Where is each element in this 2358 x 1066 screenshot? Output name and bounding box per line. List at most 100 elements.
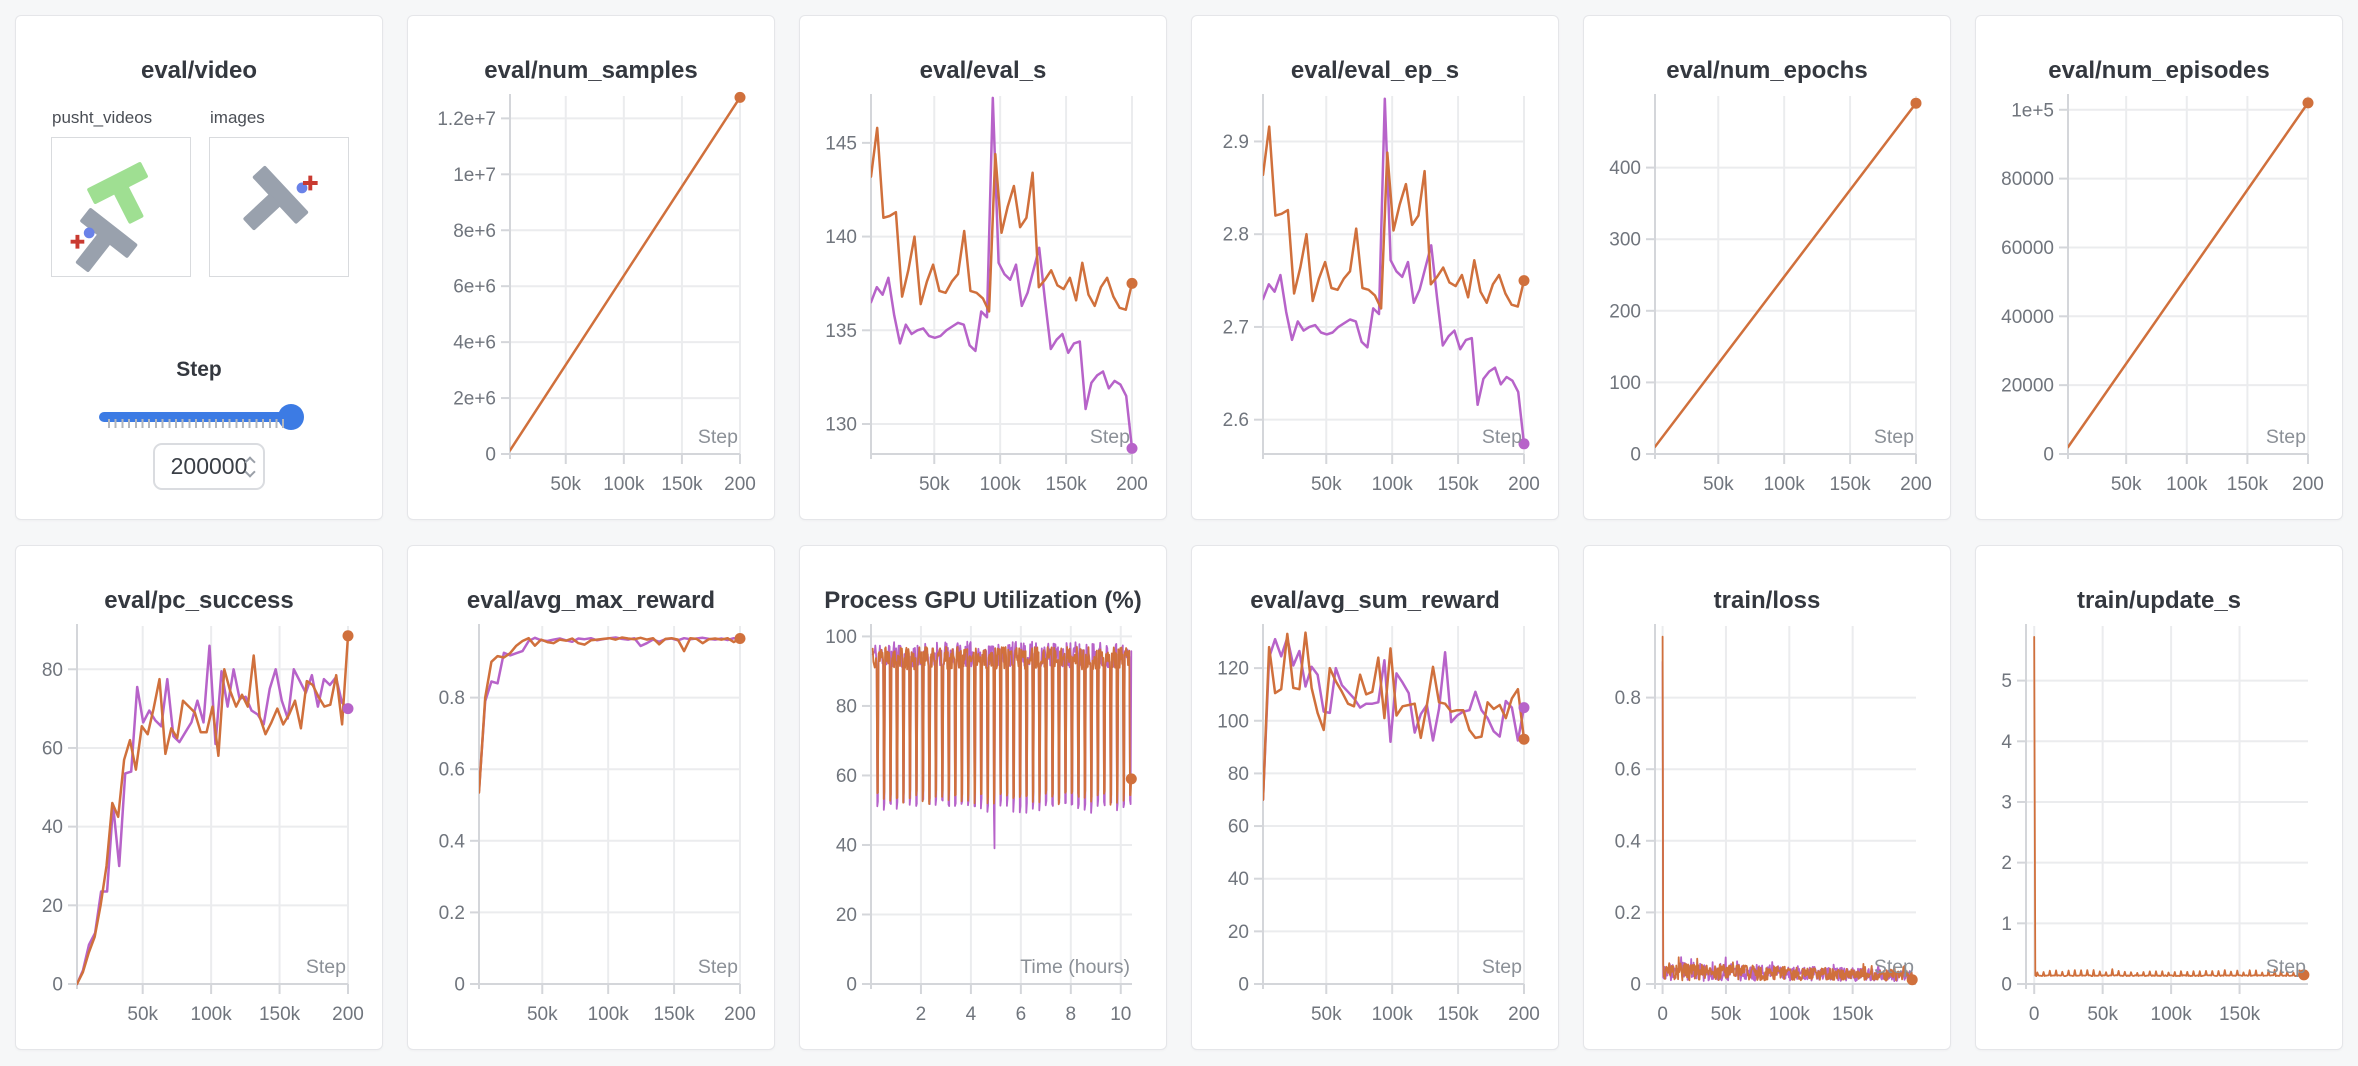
panel-train-update-s[interactable]: train/update_s 0 1 2 3 4 5 0 50k 100k 150k Step (1975, 545, 2343, 1050)
svg-text:0: 0 (2001, 975, 2012, 996)
svg-text:3: 3 (2001, 792, 2012, 813)
tick-labels: 0 20 40 60 80 100 120 50k 100k 150k 200 (1217, 659, 1540, 1025)
panel-eval-pc-success[interactable]: eval/pc_success 0 20 40 60 80 50k 100k 150k 200 St… (15, 545, 383, 1050)
svg-text:0: 0 (454, 975, 465, 996)
x-axis-label: Step (1482, 426, 1522, 448)
series-layer (1263, 631, 1526, 801)
svg-text:200: 200 (332, 1004, 364, 1025)
gridlines (871, 96, 1133, 454)
svg-text:100k: 100k (1769, 1004, 1811, 1025)
panel-eval-eval-ep-s[interactable]: eval/eval_ep_s 2.6 2.7 2.8 2.9 50k 100k 150k 200… (1191, 15, 1559, 520)
svg-text:50k: 50k (1311, 474, 1342, 495)
chart-eval-num-epochs[interactable]: 0 100 200 300 400 50k 100k 150k 200 Step (1584, 90, 1952, 510)
chart-title: eval/eval_ep_s (1290, 57, 1460, 84)
series-end-dot-orange (1518, 733, 1530, 745)
x-axis-label: Step (1090, 426, 1130, 448)
slider-track[interactable] (99, 412, 301, 422)
block-t-shape (75, 208, 138, 272)
svg-text:40000: 40000 (2001, 307, 2054, 328)
svg-text:150k: 150k (2227, 474, 2269, 495)
chart-process-gpu-utilization[interactable]: 0 20 40 60 80 100 2 4 6 8 10 Time (hours) (800, 620, 1168, 1040)
series-layer (479, 636, 742, 794)
svg-text:0: 0 (1630, 975, 1641, 996)
svg-text:100k: 100k (588, 1004, 630, 1025)
panel-process-gpu-utilization[interactable]: Process GPU Utilization (%) 0 20 40 60 80 100 2… (799, 545, 1167, 1050)
tick-labels: 0 20000 40000 60000 80000 1e+5 50k 100k 150k 200 (2001, 100, 2324, 495)
svg-text:0.2: 0.2 (1615, 903, 1641, 924)
chart-eval-avg-sum-reward[interactable]: 0 20 40 60 80 100 120 50k 100k 150k 200 Step (1192, 620, 1560, 1040)
svg-text:100k: 100k (1372, 1004, 1414, 1025)
svg-text:20: 20 (836, 905, 857, 926)
svg-text:80000: 80000 (2001, 169, 2054, 190)
panel-eval-video[interactable]: eval/video pusht_videos (15, 15, 383, 520)
svg-text:40: 40 (42, 817, 63, 838)
chart-train-loss[interactable]: 0 0.2 0.4 0.6 0.8 0 50k 100k 150k Step (1584, 620, 1952, 1040)
svg-text:0.4: 0.4 (439, 831, 466, 852)
series-line-orange (1263, 631, 1526, 801)
svg-text:0: 0 (1657, 1004, 1668, 1025)
step-input[interactable]: 200000 (153, 443, 265, 490)
svg-text:0.8: 0.8 (439, 688, 465, 709)
svg-text:8e+6: 8e+6 (453, 221, 496, 242)
video-thumbnail[interactable] (51, 137, 191, 277)
svg-text:5: 5 (2001, 671, 2012, 692)
step-slider-label: Step (176, 358, 222, 381)
panel-eval-eval-s[interactable]: eval/eval_s 130 135 140 145 50k 100k 150k 200 Ste… (799, 15, 1167, 520)
svg-text:120: 120 (1217, 659, 1249, 680)
chart-eval-eval-s[interactable]: 130 135 140 145 50k 100k 150k 200 Step (800, 90, 1168, 510)
chart-title: eval/num_samples (484, 57, 698, 84)
gridlines (479, 626, 741, 985)
svg-text:200: 200 (1508, 474, 1540, 495)
tick-labels: 0 100 200 300 400 50k 100k 150k 200 (1609, 158, 1932, 495)
panel-eval-num-episodes[interactable]: eval/num_episodes 0 20000 40000 60000 80000 1e… (1975, 15, 2343, 520)
panel-title: eval/video (140, 57, 258, 84)
axes (501, 94, 741, 464)
series-layer (871, 640, 1133, 850)
svg-text:150k: 150k (2219, 1004, 2261, 1025)
series-layer (2033, 635, 2305, 978)
svg-text:0: 0 (52, 975, 63, 996)
svg-text:20000: 20000 (2001, 376, 2054, 397)
chart-eval-num-episodes[interactable]: 0 20000 40000 60000 80000 1e+5 50k 100k 150k 200 S… (1976, 90, 2344, 510)
axes (1254, 94, 1525, 464)
x-axis-label: Step (1874, 426, 1914, 448)
series-end-dot-orange (1126, 277, 1138, 289)
series-end-dot-orange (2298, 969, 2310, 981)
x-axis-label: Step (2266, 426, 2306, 448)
svg-text:50k: 50k (2111, 474, 2142, 495)
step-input-value: 200000 (170, 453, 248, 479)
step-decrement-button[interactable] (244, 465, 256, 478)
axes (68, 624, 349, 994)
chart-eval-avg-max-reward[interactable]: 0 0.2 0.4 0.6 0.8 50k 100k 150k 200 Step (408, 620, 776, 1040)
tick-labels: 0 20 40 60 80 100 2 4 6 8 10 (825, 627, 1131, 1025)
svg-text:50k: 50k (2087, 1004, 2118, 1025)
video-media-item: pusht_videos (51, 108, 191, 277)
svg-text:50k: 50k (550, 474, 581, 495)
svg-text:0.6: 0.6 (439, 760, 465, 781)
image-thumbnail[interactable] (209, 137, 349, 277)
svg-text:150k: 150k (653, 1004, 695, 1025)
chart-train-update-s[interactable]: 0 1 2 3 4 5 0 50k 100k 150k Step (1976, 620, 2344, 1040)
tick-labels: 0 2e+6 4e+6 6e+6 8e+6 1e+7 1.2e+7 50k 100k 150k 20… (437, 109, 756, 495)
svg-text:80: 80 (42, 660, 63, 681)
tick-labels: 0 0.2 0.4 0.6 0.8 0 50k 100k 150k (1615, 688, 1874, 1025)
series-line-orange (1661, 635, 1914, 982)
series-layer (1661, 635, 1914, 983)
panel-eval-num-epochs[interactable]: eval/num_epochs 0 100 200 300 400 50k 100k 150k 2… (1583, 15, 1951, 520)
panel-train-loss[interactable]: train/loss 0 0.2 0.4 0.6 0.8 0 50k 100k 150k Step (1583, 545, 1951, 1050)
block-t-shape (243, 165, 309, 231)
svg-text:200: 200 (724, 474, 756, 495)
chart-eval-num-samples[interactable]: 0 2e+6 4e+6 6e+6 8e+6 1e+7 1.2e+7 50k 100k 150k 20… (408, 90, 776, 510)
svg-text:100: 100 (825, 627, 857, 648)
svg-text:135: 135 (825, 321, 857, 342)
x-axis-label: Step (1482, 956, 1522, 978)
axes (2059, 94, 2309, 464)
panel-eval-avg-max-reward[interactable]: eval/avg_max_reward 0 0.2 0.4 0.6 0.8 50k 100k 1… (407, 545, 775, 1050)
chart-eval-pc-success[interactable]: 0 20 40 60 80 50k 100k 150k 200 Step (16, 620, 384, 1040)
panel-eval-avg-sum-reward[interactable]: eval/avg_sum_reward 0 20 40 60 80 100 120 50k 100… (1191, 545, 1559, 1050)
panel-eval-num-samples[interactable]: eval/num_samples 0 2e+6 4e+6 6e+6 8e+6 1e+7 1.2… (407, 15, 775, 520)
series-line-purple (1661, 660, 1914, 983)
svg-text:2: 2 (2001, 853, 2012, 874)
chart-eval-eval-ep-s[interactable]: 2.6 2.7 2.8 2.9 50k 100k 150k 200 Step (1192, 90, 1560, 510)
